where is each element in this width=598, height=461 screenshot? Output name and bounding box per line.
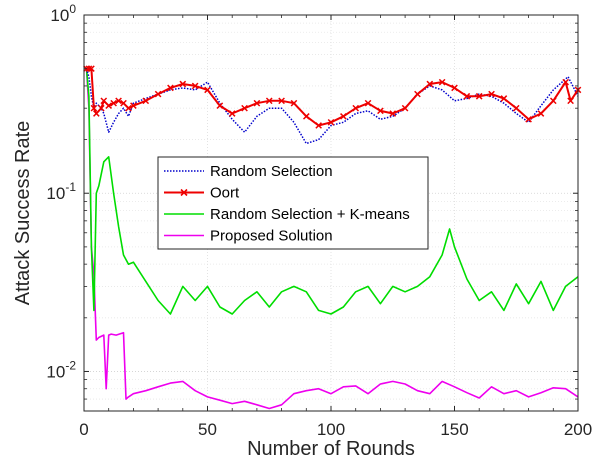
oort-marker bbox=[340, 113, 347, 120]
x-tick-label: 100 bbox=[317, 420, 345, 439]
legend: Random Selection Oort Random Selection + K… bbox=[157, 156, 429, 250]
oort-marker bbox=[154, 90, 162, 98]
oort-marker bbox=[204, 86, 211, 94]
oort-marker bbox=[216, 102, 224, 109]
oort-marker bbox=[278, 97, 285, 105]
series-line-3 bbox=[85, 68, 579, 410]
legend-box bbox=[157, 156, 429, 250]
oort-marker bbox=[97, 104, 105, 112]
oort-marker bbox=[401, 104, 409, 112]
axis-ticks: 0 50 100 150 200 10-2 10-1 100 bbox=[46, 2, 592, 439]
y-axis-label: Attack Success Rate bbox=[12, 121, 34, 306]
y-tick-label: 100 bbox=[50, 2, 76, 25]
oort-marker bbox=[475, 92, 483, 100]
oort-marker bbox=[88, 65, 95, 72]
legend-label-1: Oort bbox=[210, 185, 240, 202]
x-axis-label: Number of Rounds bbox=[247, 438, 415, 460]
y-tick-label: 10-1 bbox=[46, 180, 76, 203]
oort-marker bbox=[130, 102, 137, 109]
oort-marker bbox=[500, 95, 508, 102]
oort-marker bbox=[488, 90, 495, 98]
oort-marker bbox=[115, 97, 122, 105]
x-tick-label: 150 bbox=[440, 420, 468, 439]
x-tick-label: 0 bbox=[79, 420, 88, 439]
oort-marker bbox=[525, 115, 532, 123]
x-tick-label: 200 bbox=[564, 420, 592, 439]
oort-marker bbox=[253, 99, 261, 107]
series-layer bbox=[83, 65, 582, 410]
oort-marker bbox=[315, 122, 322, 129]
oort-marker bbox=[364, 99, 372, 107]
x-tick-label: 50 bbox=[198, 420, 217, 439]
oort-marker bbox=[125, 104, 132, 112]
series-line-2 bbox=[85, 68, 579, 315]
oort-marker bbox=[110, 99, 117, 107]
oort-marker bbox=[512, 104, 520, 112]
oort-marker bbox=[414, 90, 421, 98]
series-line-0 bbox=[85, 68, 579, 145]
oort-marker bbox=[93, 110, 100, 117]
oort-marker bbox=[537, 110, 545, 117]
oort-marker bbox=[241, 104, 248, 112]
oort-marker bbox=[389, 110, 397, 117]
oort-marker bbox=[463, 92, 471, 100]
y-tick-label: 10-2 bbox=[46, 358, 76, 381]
oort-marker bbox=[549, 97, 557, 105]
oort-marker bbox=[142, 97, 150, 105]
oort-marker bbox=[302, 113, 310, 120]
oort-marker bbox=[377, 107, 384, 115]
oort-marker bbox=[438, 78, 446, 86]
oort-marker bbox=[85, 65, 93, 72]
oort-marker bbox=[105, 102, 113, 109]
oort-marker bbox=[290, 99, 298, 107]
oort-marker bbox=[265, 97, 273, 105]
legend-label-2: Random Selection + K-means bbox=[210, 206, 410, 223]
oort-marker bbox=[451, 84, 458, 92]
oort-marker bbox=[100, 97, 108, 105]
legend-label-0: Random Selection bbox=[210, 163, 333, 180]
oort-marker bbox=[426, 80, 434, 88]
oort-marker bbox=[567, 97, 574, 105]
oort-marker bbox=[228, 110, 236, 117]
legend-marker bbox=[180, 188, 188, 197]
oort-marker bbox=[191, 82, 199, 90]
oort-marker bbox=[352, 104, 360, 112]
oort-marker bbox=[562, 78, 569, 86]
legend-label-3: Proposed Solution bbox=[210, 228, 333, 245]
oort-marker bbox=[90, 104, 98, 112]
oort-marker bbox=[120, 99, 127, 107]
oort-marker bbox=[327, 118, 335, 126]
oort-marker bbox=[179, 80, 187, 88]
oort-marker bbox=[167, 84, 174, 92]
